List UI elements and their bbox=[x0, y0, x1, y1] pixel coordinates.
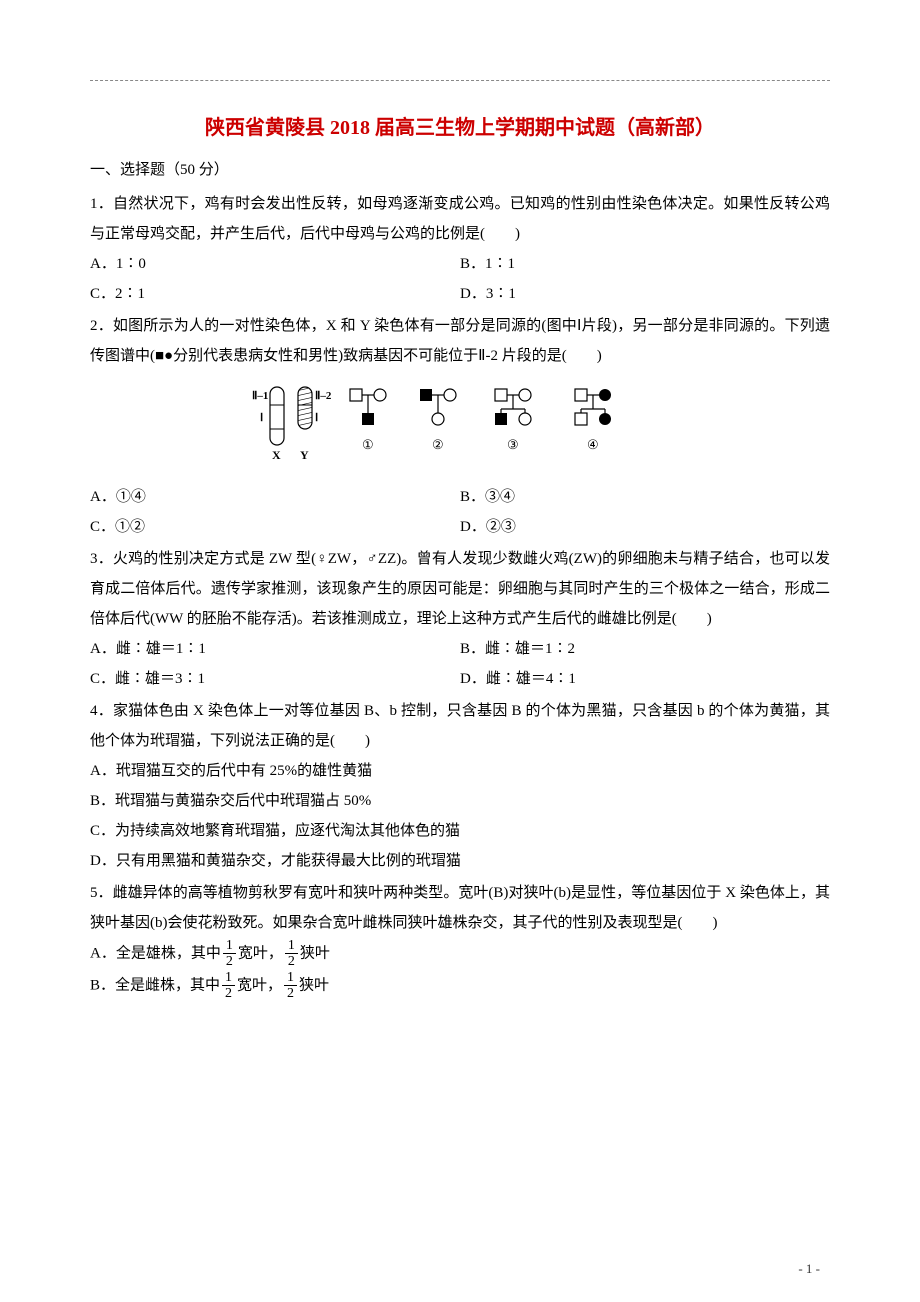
label-i2: Ⅰ bbox=[315, 412, 318, 424]
section-header: 一、选择题（50 分） bbox=[90, 158, 830, 179]
label-i1: Ⅰ bbox=[260, 412, 263, 424]
question-text: 5．雌雄异体的高等植物剪秋罗有宽叶和狭叶两种类型。宽叶(B)对狭叶(b)是显性，… bbox=[90, 878, 830, 938]
option-a: A．玳瑁猫互交的后代中有 25%的雄性黄猫 bbox=[90, 756, 830, 786]
fraction-half: 12 bbox=[222, 970, 235, 1002]
option-c: C．雌∶雄＝3∶1 bbox=[90, 664, 460, 694]
question-text: 1．自然状况下，鸡有时会发出性反转，如母鸡逐渐变成公鸡。已知鸡的性别由性染色体决… bbox=[90, 189, 830, 249]
opt-b-mid: 宽叶， bbox=[237, 977, 282, 993]
label-x: X bbox=[272, 448, 281, 462]
option-c: C．2∶1 bbox=[90, 279, 460, 309]
option-a: A．①④ bbox=[90, 482, 460, 512]
option-b: B．③④ bbox=[460, 482, 830, 512]
option-d: D．②③ bbox=[460, 512, 830, 542]
chromosome-pedigree-diagram: Ⅱ–1 Ⅱ–2 Ⅰ Ⅰ X Y ① ② bbox=[90, 379, 830, 474]
label-ii2: Ⅱ–2 bbox=[315, 390, 332, 402]
question-1: 1．自然状况下，鸡有时会发出性反转，如母鸡逐渐变成公鸡。已知鸡的性别由性染色体决… bbox=[90, 189, 830, 309]
options: A．1∶0 B．1∶1 C．2∶1 D．3∶1 bbox=[90, 249, 830, 309]
option-d: D．3∶1 bbox=[460, 279, 830, 309]
option-b: B．雌∶雄＝1∶2 bbox=[460, 634, 830, 664]
question-4: 4．家猫体色由 X 染色体上一对等位基因 B、b 控制，只含基因 B 的个体为黑… bbox=[90, 696, 830, 876]
options: A．全是雄株，其中12宽叶，12狭叶 B．全是雌株，其中12宽叶，12狭叶 bbox=[90, 938, 830, 1002]
option-c: C．①② bbox=[90, 512, 460, 542]
question-5: 5．雌雄异体的高等植物剪秋罗有宽叶和狭叶两种类型。宽叶(B)对狭叶(b)是显性，… bbox=[90, 878, 830, 1002]
question-text: 2．如图所示为人的一对性染色体，X 和 Y 染色体有一部分是同源的(图中Ⅰ片段)… bbox=[90, 311, 830, 371]
options: A．雌∶雄＝1∶1 B．雌∶雄＝1∶2 C．雌∶雄＝3∶1 D．雌∶雄＝4∶1 bbox=[90, 634, 830, 694]
option-d: D．雌∶雄＝4∶1 bbox=[460, 664, 830, 694]
option-b: B．1∶1 bbox=[460, 249, 830, 279]
label-y: Y bbox=[300, 448, 309, 462]
pedigree-label-1: ① bbox=[362, 437, 374, 452]
page-title: 陕西省黄陵县 2018 届高三生物上学期期中试题（高新部） bbox=[90, 111, 830, 140]
page-number: - 1 - bbox=[798, 1261, 820, 1277]
opt-a-suffix: 狭叶 bbox=[300, 945, 330, 961]
opt-b-suffix: 狭叶 bbox=[299, 977, 329, 993]
opt-a-mid: 宽叶， bbox=[238, 945, 283, 961]
top-divider bbox=[90, 80, 830, 81]
option-b: B．全是雌株，其中12宽叶，12狭叶 bbox=[90, 970, 830, 1002]
options: A．①④ B．③④ C．①② D．②③ bbox=[90, 482, 830, 542]
options: A．玳瑁猫互交的后代中有 25%的雄性黄猫 B．玳瑁猫与黄猫杂交后代中玳瑁猫占 … bbox=[90, 756, 830, 876]
question-2: 2．如图所示为人的一对性染色体，X 和 Y 染色体有一部分是同源的(图中Ⅰ片段)… bbox=[90, 311, 830, 542]
option-d: D．只有用黑猫和黄猫杂交，才能获得最大比例的玳瑁猫 bbox=[90, 846, 830, 876]
question-text: 4．家猫体色由 X 染色体上一对等位基因 B、b 控制，只含基因 B 的个体为黑… bbox=[90, 696, 830, 756]
opt-a-prefix: A．全是雄株，其中 bbox=[90, 945, 221, 961]
option-c: C．为持续高效地繁育玳瑁猫，应逐代淘汰其他体色的猫 bbox=[90, 816, 830, 846]
question-text: 3．火鸡的性别决定方式是 ZW 型(♀ZW，♂ZZ)。曾有人发现少数雌火鸡(ZW… bbox=[90, 544, 830, 634]
option-a: A．1∶0 bbox=[90, 249, 460, 279]
pedigree-label-2: ② bbox=[432, 437, 444, 452]
label-ii1: Ⅱ–1 bbox=[252, 390, 268, 402]
question-3: 3．火鸡的性别决定方式是 ZW 型(♀ZW，♂ZZ)。曾有人发现少数雌火鸡(ZW… bbox=[90, 544, 830, 694]
option-a: A．全是雄株，其中12宽叶，12狭叶 bbox=[90, 938, 830, 970]
fraction-half: 12 bbox=[285, 938, 298, 970]
fraction-half: 12 bbox=[223, 938, 236, 970]
opt-b-prefix: B．全是雌株，其中 bbox=[90, 977, 220, 993]
option-a: A．雌∶雄＝1∶1 bbox=[90, 634, 460, 664]
fraction-half: 12 bbox=[284, 970, 297, 1002]
pedigree-label-3: ③ bbox=[507, 437, 519, 452]
pedigree-label-4: ④ bbox=[587, 437, 599, 452]
option-b: B．玳瑁猫与黄猫杂交后代中玳瑁猫占 50% bbox=[90, 786, 830, 816]
